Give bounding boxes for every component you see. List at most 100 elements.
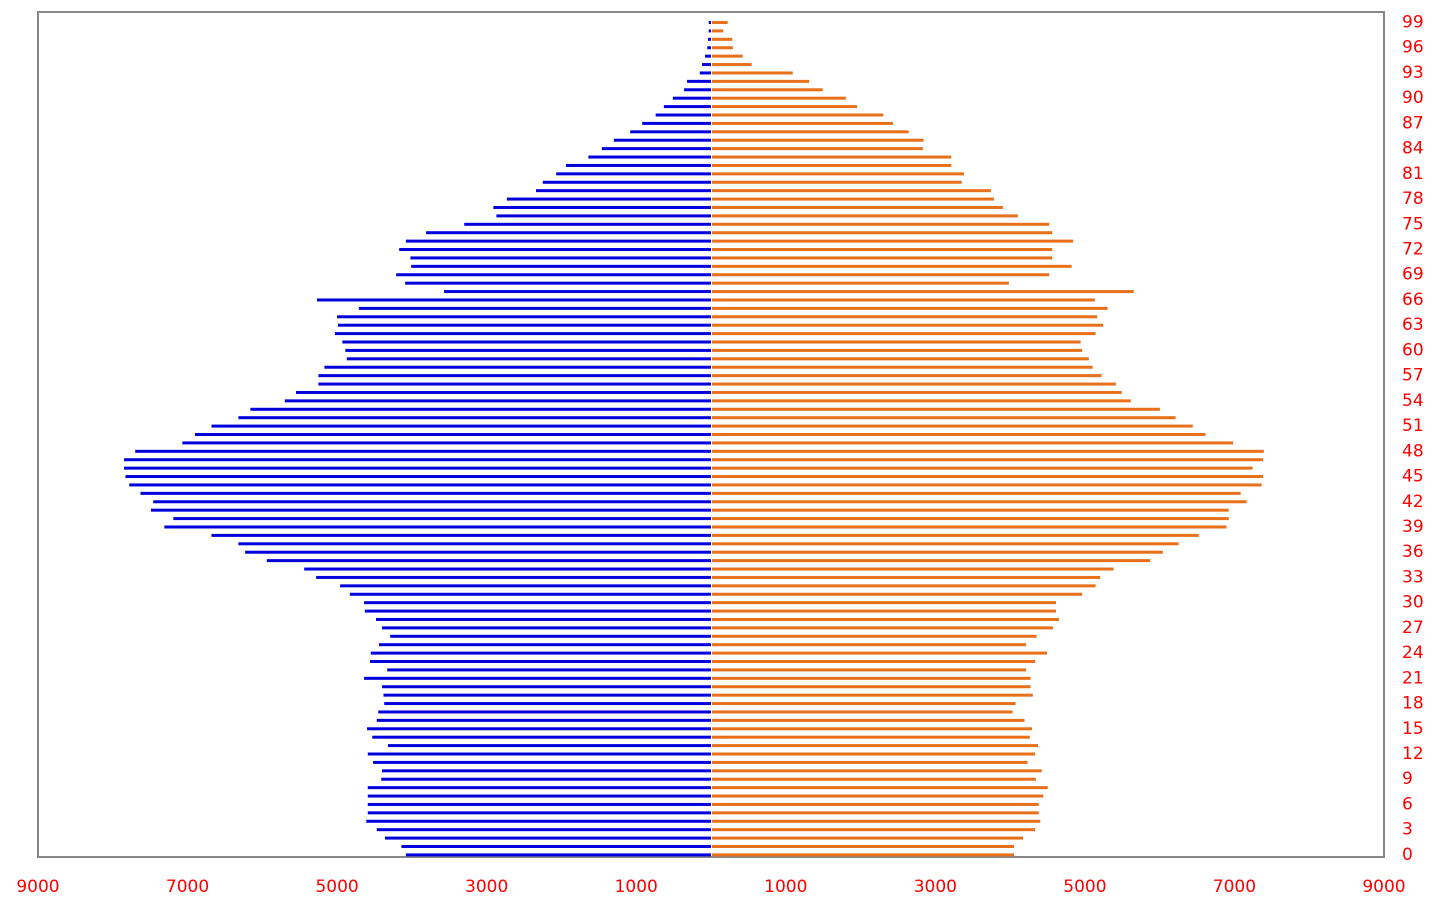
bar bbox=[712, 214, 1018, 218]
bar bbox=[712, 399, 1131, 403]
bar bbox=[712, 37, 733, 41]
bar bbox=[712, 290, 1134, 294]
bar bbox=[712, 676, 1031, 680]
bar bbox=[712, 760, 1028, 764]
bar bbox=[370, 660, 711, 664]
bar bbox=[712, 752, 1036, 756]
bar bbox=[712, 693, 1033, 697]
y-tick-label: 57 bbox=[1402, 366, 1424, 386]
bar bbox=[712, 407, 1160, 411]
bar bbox=[630, 130, 711, 134]
bar bbox=[712, 744, 1039, 748]
bar bbox=[381, 626, 711, 630]
bar bbox=[712, 449, 1264, 453]
bar bbox=[588, 155, 711, 159]
bar bbox=[337, 315, 711, 319]
bar bbox=[266, 559, 711, 563]
bar bbox=[712, 458, 1264, 462]
bar bbox=[712, 416, 1176, 420]
bar bbox=[211, 533, 712, 537]
bar bbox=[342, 340, 711, 344]
bar bbox=[712, 121, 893, 125]
bar bbox=[712, 340, 1081, 344]
bar bbox=[712, 575, 1101, 579]
bar bbox=[642, 121, 711, 125]
bar bbox=[381, 777, 711, 781]
bar bbox=[250, 407, 711, 411]
y-tick-label: 24 bbox=[1402, 643, 1424, 663]
bar bbox=[712, 46, 733, 50]
bar bbox=[123, 458, 711, 462]
bar bbox=[712, 239, 1074, 243]
bar bbox=[613, 138, 711, 142]
y-tick-label: 39 bbox=[1402, 517, 1424, 537]
y-tick-label: 75 bbox=[1402, 214, 1424, 234]
bar bbox=[173, 517, 711, 521]
bar bbox=[712, 710, 1013, 714]
bar bbox=[444, 290, 711, 294]
bar bbox=[705, 54, 711, 58]
bar bbox=[712, 189, 991, 193]
bar bbox=[304, 567, 711, 571]
bar bbox=[712, 769, 1042, 773]
bar bbox=[340, 584, 711, 588]
bar bbox=[712, 163, 952, 167]
bar bbox=[238, 416, 711, 420]
bar bbox=[318, 374, 711, 378]
bar bbox=[712, 424, 1193, 428]
bar bbox=[387, 744, 711, 748]
bar bbox=[364, 676, 711, 680]
bar bbox=[672, 96, 711, 100]
bar bbox=[367, 794, 711, 798]
bar bbox=[684, 88, 711, 92]
bar bbox=[396, 273, 711, 277]
bar bbox=[164, 525, 711, 529]
bar bbox=[712, 21, 728, 25]
y-tick-label: 90 bbox=[1402, 88, 1424, 108]
bar bbox=[712, 634, 1037, 638]
bar bbox=[712, 508, 1229, 512]
bar bbox=[601, 147, 711, 151]
bar bbox=[712, 567, 1114, 571]
bar bbox=[410, 256, 711, 260]
y-tick-label: 42 bbox=[1402, 492, 1424, 512]
bar bbox=[712, 811, 1039, 815]
bar bbox=[712, 441, 1234, 445]
y-tick-label: 84 bbox=[1402, 139, 1424, 159]
bar bbox=[358, 306, 711, 310]
bar bbox=[708, 37, 711, 41]
bar bbox=[707, 46, 711, 50]
bar bbox=[712, 626, 1053, 630]
bar bbox=[712, 559, 1151, 563]
bar bbox=[712, 853, 1015, 857]
bar bbox=[708, 29, 711, 33]
bar bbox=[712, 533, 1199, 537]
bar bbox=[464, 222, 711, 226]
bar bbox=[712, 727, 1033, 731]
bar bbox=[153, 500, 711, 504]
bar bbox=[129, 483, 711, 487]
bar bbox=[373, 760, 711, 764]
bar bbox=[712, 475, 1264, 479]
y-tick-label: 54 bbox=[1402, 391, 1424, 411]
bar bbox=[712, 273, 1050, 277]
bar bbox=[387, 668, 711, 672]
bar bbox=[712, 130, 909, 134]
bar bbox=[375, 617, 711, 621]
bar bbox=[238, 542, 711, 546]
bar bbox=[140, 491, 711, 495]
bar bbox=[712, 525, 1227, 529]
bar bbox=[663, 105, 711, 109]
bar bbox=[712, 88, 823, 92]
y-tick-label: 66 bbox=[1402, 290, 1424, 310]
bar bbox=[712, 819, 1041, 823]
bar bbox=[655, 113, 711, 117]
y-tick-label: 18 bbox=[1402, 694, 1424, 714]
bar bbox=[364, 601, 711, 605]
y-tick-label: 60 bbox=[1402, 340, 1424, 360]
x-tick-label: 3000 bbox=[465, 877, 508, 897]
bar bbox=[712, 836, 1024, 840]
bar bbox=[367, 752, 711, 756]
bar bbox=[712, 685, 1031, 689]
bar bbox=[384, 836, 711, 840]
